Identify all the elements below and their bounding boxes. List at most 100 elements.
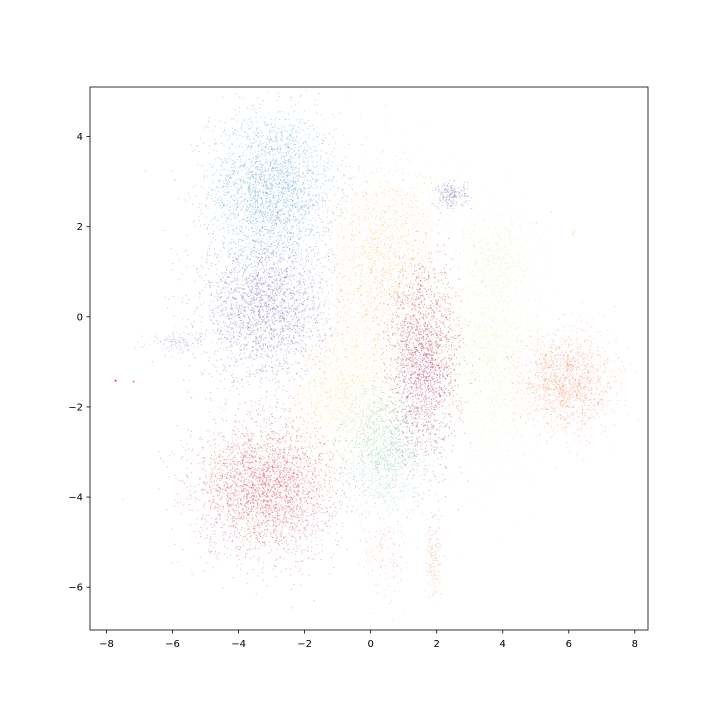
point — [264, 180, 266, 182]
point — [314, 345, 316, 347]
point — [272, 230, 274, 232]
point — [235, 302, 237, 304]
point — [323, 266, 325, 268]
point — [285, 220, 287, 222]
point — [259, 290, 261, 292]
point — [340, 289, 342, 291]
point — [226, 158, 228, 160]
point — [239, 262, 241, 264]
point — [220, 380, 222, 382]
point — [288, 307, 290, 309]
point — [317, 136, 319, 138]
point — [206, 175, 208, 177]
point — [281, 147, 283, 149]
point — [283, 173, 285, 175]
point — [264, 225, 266, 227]
point — [273, 295, 275, 297]
point — [242, 180, 244, 182]
point — [286, 169, 288, 171]
point — [254, 278, 256, 280]
point — [254, 261, 256, 263]
point — [231, 248, 233, 250]
point — [290, 142, 292, 144]
point — [232, 152, 234, 154]
point — [274, 270, 276, 272]
point — [293, 177, 295, 179]
point — [250, 163, 252, 165]
point — [251, 307, 253, 309]
point — [244, 181, 246, 183]
point — [305, 292, 307, 294]
point — [215, 350, 217, 352]
point — [245, 144, 247, 146]
point — [251, 280, 253, 282]
point — [234, 297, 236, 299]
point — [299, 191, 301, 193]
point — [220, 296, 222, 298]
point — [206, 253, 208, 255]
point — [253, 298, 255, 300]
point — [187, 254, 189, 256]
point — [267, 123, 269, 125]
point — [239, 270, 241, 272]
point — [257, 97, 259, 99]
point — [290, 343, 292, 345]
point — [282, 288, 284, 290]
point — [272, 336, 274, 338]
point — [275, 266, 277, 268]
point — [266, 391, 268, 393]
point — [278, 365, 280, 367]
point — [290, 282, 292, 284]
point — [318, 208, 320, 210]
point — [261, 408, 263, 410]
point — [255, 255, 257, 257]
point — [279, 209, 281, 211]
point — [299, 175, 301, 177]
point — [249, 171, 251, 173]
point — [292, 180, 294, 182]
point — [168, 298, 170, 300]
point — [284, 314, 286, 316]
point — [254, 222, 256, 224]
point — [213, 314, 215, 316]
point — [231, 260, 233, 262]
point — [291, 308, 293, 310]
point — [360, 251, 362, 253]
point — [228, 256, 230, 258]
point — [295, 324, 297, 326]
point — [221, 202, 223, 204]
point — [318, 235, 320, 237]
point — [270, 235, 272, 237]
point — [281, 234, 283, 236]
point — [286, 318, 288, 320]
point — [231, 313, 233, 315]
point — [312, 187, 314, 189]
point — [263, 343, 265, 345]
point — [321, 382, 323, 384]
point — [280, 170, 282, 172]
point — [263, 215, 265, 217]
point — [333, 156, 335, 158]
point — [237, 315, 239, 317]
point — [217, 293, 219, 295]
point — [276, 158, 278, 160]
point — [258, 288, 260, 290]
point — [221, 228, 223, 230]
point — [302, 348, 304, 350]
point — [326, 244, 328, 246]
point — [249, 254, 251, 256]
point — [248, 316, 250, 318]
point — [235, 227, 237, 229]
point — [218, 229, 220, 231]
point — [244, 306, 246, 308]
point — [269, 175, 271, 177]
point — [216, 186, 218, 188]
point — [278, 363, 280, 365]
point — [269, 330, 271, 332]
point — [317, 259, 319, 261]
point — [271, 319, 273, 321]
point — [312, 139, 314, 141]
point — [269, 201, 271, 203]
point — [231, 375, 233, 377]
point — [271, 431, 273, 433]
